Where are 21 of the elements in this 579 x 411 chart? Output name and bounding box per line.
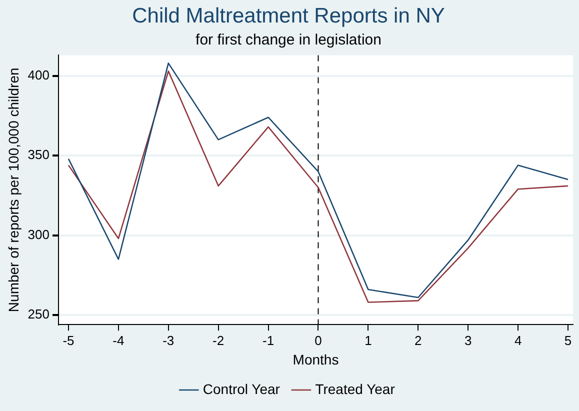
y-tick-label: 400 [28, 68, 50, 82]
y-tick-label: 350 [28, 147, 50, 162]
legend-label: Control Year [202, 380, 280, 397]
x-tick-label: 1 [364, 332, 372, 348]
y-axis-title: Number of reports per 100,000 children [5, 68, 22, 312]
x-tick-label: -3 [162, 332, 174, 348]
legend-label: Treated Year [315, 380, 396, 397]
x-tick-label: 0 [314, 332, 322, 348]
x-tick-label: 5 [564, 332, 572, 348]
x-tick-label: 3 [464, 332, 472, 348]
chart-title: Child Maltreatment Reports in NY [132, 4, 445, 28]
x-tick-label: -2 [212, 332, 224, 348]
x-tick-label: -1 [262, 332, 274, 348]
x-axis-title: Months [292, 351, 339, 368]
chart-subtitle: for first change in legislation [196, 31, 382, 48]
x-tick-label: -5 [62, 332, 74, 348]
y-tick-label: 300 [28, 226, 50, 242]
x-tick-label: 4 [514, 332, 522, 348]
x-tick-label: 2 [414, 332, 422, 348]
x-tick-label: -4 [112, 332, 124, 348]
y-tick-label: 250 [28, 306, 50, 322]
